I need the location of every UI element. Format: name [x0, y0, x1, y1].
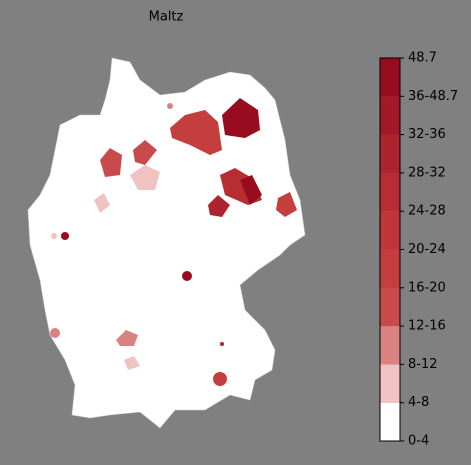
region: [61, 232, 69, 240]
region: [51, 233, 57, 239]
colorbar-label: 0-4: [408, 434, 429, 449]
region: [170, 110, 222, 155]
colorbar-label: 28-32: [408, 165, 446, 180]
colorbar-label: 32-36: [408, 127, 446, 142]
region: [182, 271, 192, 281]
germany-map: [27, 57, 306, 429]
colorbar-label: 20-24: [408, 242, 446, 257]
colorbar-label: 48.7: [408, 51, 437, 66]
region: [222, 98, 260, 138]
colorbar: 0-4 4-8 8-12 12-16 16-20 20-24 24-28 28-32 32-36…: [379, 51, 458, 449]
region: [124, 356, 140, 370]
region: [167, 103, 173, 109]
region: [100, 148, 122, 177]
colorbar-segment: [380, 326, 400, 365]
region: [240, 175, 262, 205]
colorbar-segment: [380, 402, 400, 441]
region: [130, 165, 160, 190]
colorbar-segment: [380, 134, 400, 173]
colorbar-segment: [380, 249, 400, 288]
colorbar-segment: [380, 287, 400, 327]
colorbar-segment: [380, 364, 400, 403]
region: [208, 195, 230, 217]
colorbar-segment: [380, 211, 400, 250]
country-outline: [27, 57, 306, 429]
region: [213, 372, 227, 386]
colorbar-segment: [380, 58, 400, 97]
region: [94, 193, 110, 213]
colorbar-segment: [380, 96, 400, 135]
colorbar-label: 4-8: [408, 395, 429, 410]
colorbar-label: 24-28: [408, 204, 446, 219]
region: [220, 342, 224, 346]
colorbar-segment: [380, 172, 400, 212]
region: [116, 330, 138, 346]
region: [133, 140, 157, 165]
region: [50, 328, 60, 338]
colorbar-label: 12-16: [408, 319, 446, 334]
colorbar-label: 36-48.7: [408, 89, 458, 104]
region: [276, 192, 297, 217]
map-title: Maltz: [149, 10, 184, 25]
colorbar-label: 8-12: [408, 357, 438, 372]
colorbar-label: 16-20: [408, 280, 446, 295]
